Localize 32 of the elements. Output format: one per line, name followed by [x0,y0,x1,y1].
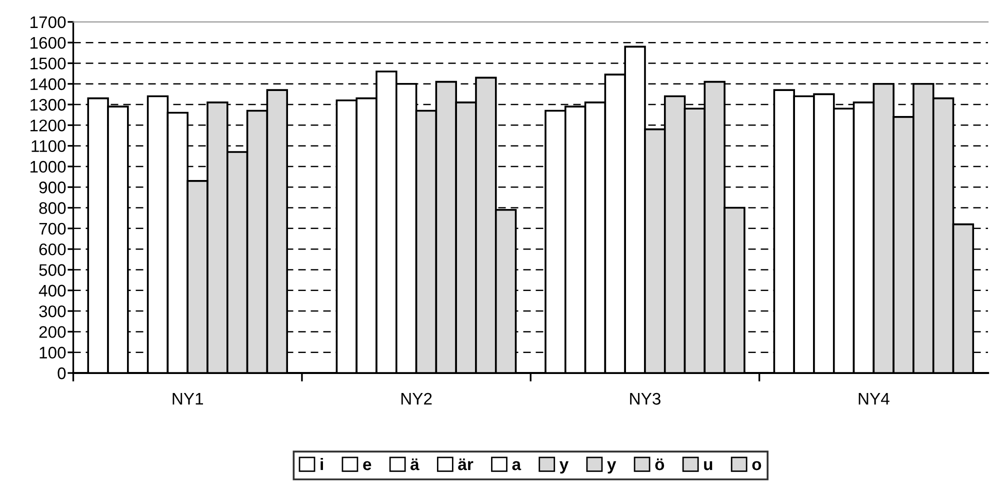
legend-label: y [559,461,569,474]
y-tick-label: 900 [39,182,66,194]
legend-label: a [512,461,522,470]
y-tick-label: 1500 [30,58,66,70]
y-tick-label: 1200 [30,120,66,132]
y-tick-label: 1000 [30,160,66,173]
legend-label: y [607,461,616,474]
y-tick-label: 300 [39,305,66,318]
y-tick-label: 600 [39,243,66,256]
legend-label: o [752,461,762,470]
y-tick-label: 1100 [32,140,66,152]
y-tick-label: 200 [39,326,66,338]
y-tick-label: 0 [58,367,66,380]
y-tick-label: 100 [40,346,66,359]
legend-label: ö [655,458,664,470]
legend-label: är [458,458,474,470]
y-tick-label: 1600 [30,36,66,49]
y-tick-label: 400 [38,284,66,297]
y-tick-label: 1400 [30,78,66,90]
legend-label: e [363,461,372,470]
y-tick-label: 1700 [30,16,66,28]
y-tick-label: 1300 [30,98,66,111]
legend-label: u [704,461,712,470]
y-tick-label: 500 [39,264,66,276]
y-tick-label: 700 [39,222,66,235]
y-tick-label: 800 [39,202,66,214]
x-tick-label: NY1 [172,393,203,405]
x-tick-label: NY2 [401,392,432,405]
legend-label: i [320,458,323,470]
legend-label: ä [410,458,420,470]
x-tick-label: NY3 [630,392,660,405]
x-tick-label: NY4 [858,393,890,405]
